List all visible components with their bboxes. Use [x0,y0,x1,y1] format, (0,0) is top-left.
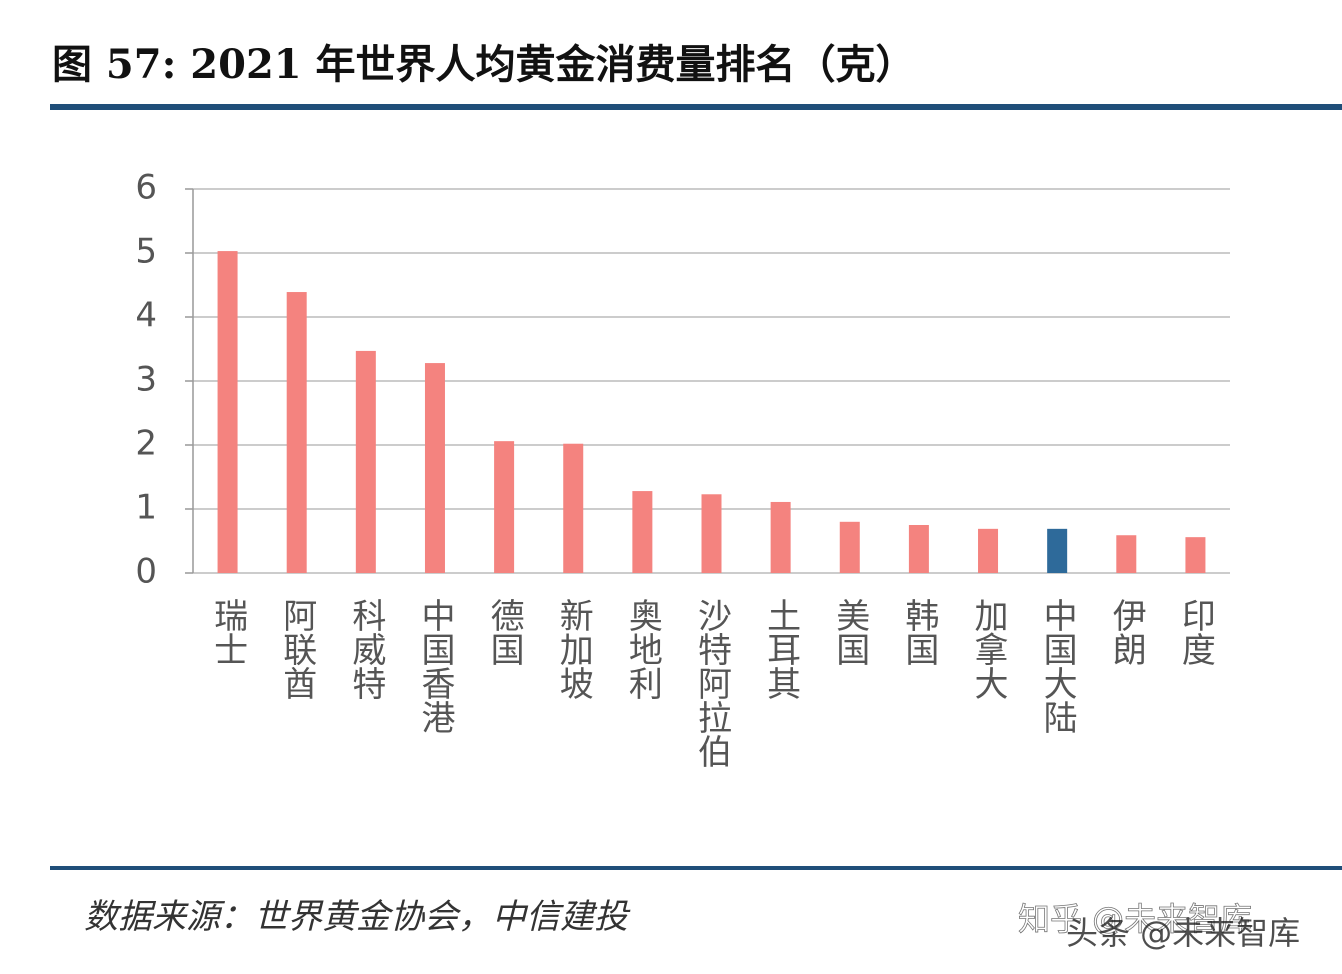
bar [839,521,860,573]
x-tick-label: 美国 [830,598,870,666]
y-tick-label: 5 [135,232,157,272]
x-tick-label: 沙特阿拉伯 [692,598,732,768]
source-note: 数据来源：世界黄金协会，中信建投 [84,897,631,937]
bar [286,292,307,573]
x-tick-label: 中国大陆 [1037,598,1077,734]
watermark: 头条 @未来智库 [1066,914,1300,952]
x-tick-label: 土耳其 [761,598,801,700]
bar [355,350,376,573]
y-tick-label: 6 [135,168,157,208]
chart-title: 图 57: 2021 年世界人均黄金消费量排名（克） [52,41,916,88]
bar [701,494,722,573]
bar [1116,535,1137,573]
y-tick-label: 3 [135,360,157,400]
x-tick-label: 中国香港 [415,598,455,734]
bar [978,528,999,573]
y-tick-label: 1 [135,488,157,528]
bar [424,363,445,573]
bar [770,501,791,573]
bar [563,443,584,573]
x-tick-label: 印度 [1175,598,1215,666]
bar [217,251,238,573]
y-tick-label: 4 [135,296,157,336]
bar [632,491,653,573]
bar [494,441,515,573]
top-rule [50,104,1342,110]
x-tick-label: 阿联酋 [277,598,317,700]
watermark: 知乎 @未来智库 [1018,900,1252,938]
bar [1047,528,1068,573]
x-tick-label: 加拿大 [968,598,1008,700]
x-tick-label: 科威特 [346,598,386,700]
x-tick-label: 韩国 [899,598,939,666]
x-tick-label: 新加坡 [553,598,593,700]
x-tick-label: 奥地利 [622,598,662,700]
x-tick-label: 瑞士 [208,598,248,666]
bottom-rule [50,866,1342,870]
y-tick-label: 0 [135,552,157,592]
bar [1185,537,1206,573]
x-tick-label: 德国 [484,598,524,666]
bar [908,525,929,573]
y-tick-label: 2 [135,424,157,464]
x-tick-label: 伊朗 [1106,598,1146,666]
